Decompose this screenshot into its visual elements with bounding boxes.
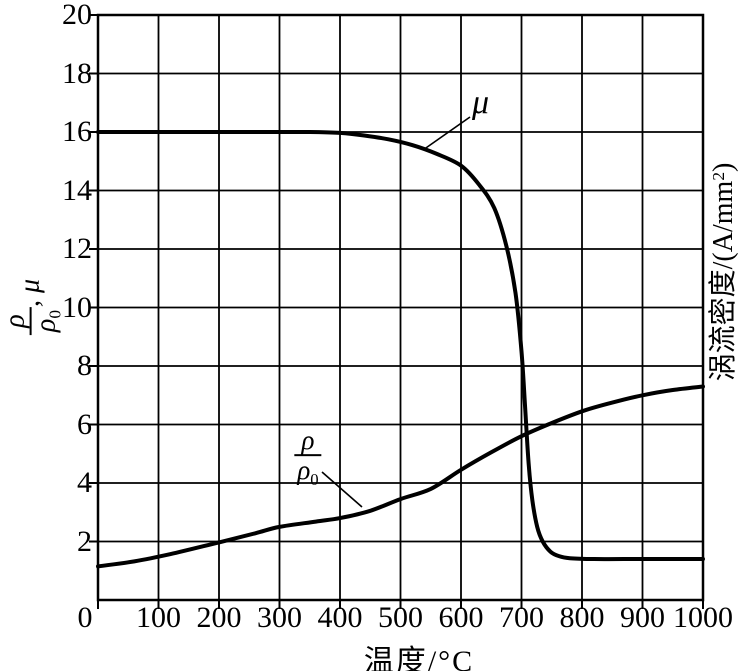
plot-border <box>96 13 705 602</box>
y-axis-title-right: 涡流密度/(A/mm2) <box>701 163 741 382</box>
y-tick-label: 10 <box>62 290 92 324</box>
y-right-close: ) <box>708 162 739 172</box>
annotation-numerator: ρ <box>301 425 315 456</box>
x-tick-label: 300 <box>257 601 302 634</box>
y-tick-label: 4 <box>77 466 92 499</box>
rho-annotation-fraction: ρ ρ0 <box>294 425 322 488</box>
grid <box>98 15 703 600</box>
y-tick-label: 12 <box>62 232 92 265</box>
mu-curve <box>96 129 705 562</box>
y-right-text: 涡流密度/(A/mm <box>708 180 739 382</box>
y-tick-label: 14 <box>62 173 92 207</box>
x-tick-label: 800 <box>559 601 605 634</box>
y-tick-label: 16 <box>62 115 92 148</box>
y-tick-label: 8 <box>77 349 92 382</box>
x-tick-label: 200 <box>196 601 242 634</box>
axis-ticks <box>89 14 704 609</box>
x-tick-label: 100 <box>136 601 181 634</box>
fraction-numerator: ρ <box>0 314 31 328</box>
x-tick-label: 500 <box>378 601 423 634</box>
y-tick-label: 20 <box>62 0 92 31</box>
y-axis-title-left: ρ ρ0 , μ <box>0 278 65 336</box>
x-axis-title: 温度/°C <box>363 645 475 671</box>
mu-annotation: μ <box>472 84 490 121</box>
annotation-denominator: ρ0 <box>294 454 322 488</box>
x-tick-label: 900 <box>620 601 665 634</box>
y-left-suffix: , μ <box>15 278 46 307</box>
y-tick-label: 6 <box>77 407 92 441</box>
mu-leader-line <box>422 116 471 151</box>
y-tick-label: 2 <box>77 524 92 558</box>
rho-annotation: ρ ρ0 <box>294 425 322 488</box>
y-right-superscript: 2 <box>709 171 729 181</box>
x-tick-label: 700 <box>499 601 544 634</box>
rho-curve <box>96 384 705 569</box>
rho-over-rho0-fraction: ρ ρ0 <box>0 306 65 336</box>
x-tick-label: 600 <box>438 601 484 634</box>
rho-leader-line <box>321 471 363 508</box>
y-tick-label: 18 <box>62 56 92 90</box>
fraction-denominator: ρ0 <box>30 306 65 336</box>
x-tick-label: 0 <box>77 601 93 634</box>
x-tick-label: 1000 <box>673 601 733 634</box>
x-tick-label: 400 <box>317 601 363 634</box>
